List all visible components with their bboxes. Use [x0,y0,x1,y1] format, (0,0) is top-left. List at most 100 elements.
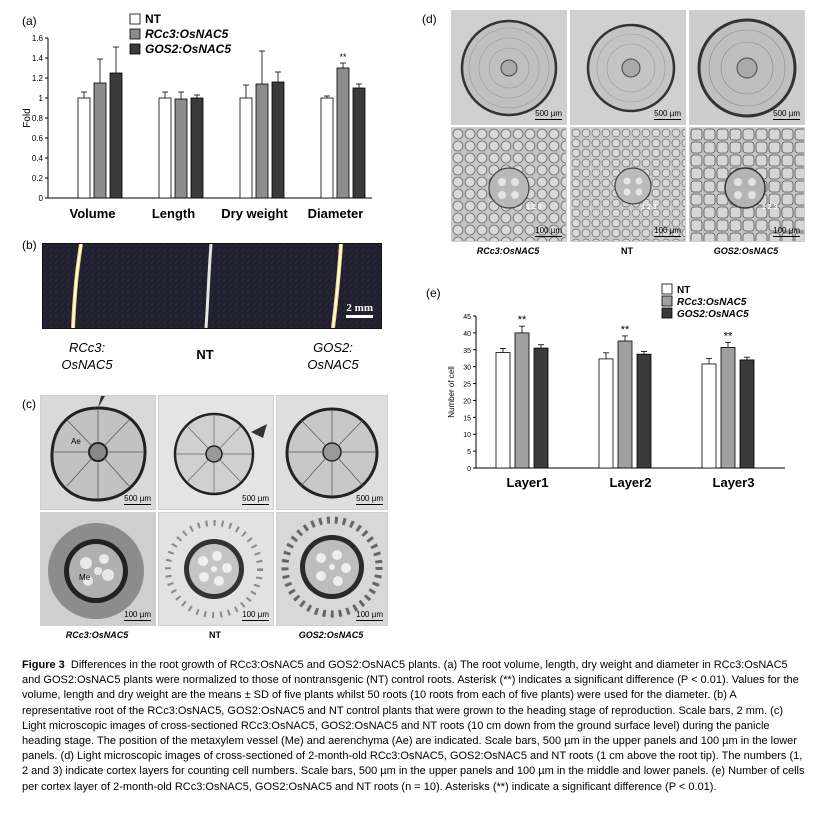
legend-label: GOS2:OsNAC5 [677,309,749,320]
c-upper-rcc3-image: Ae 500 µm [40,395,156,510]
scale-label: 500 µm [654,109,681,118]
scale-bar: 500 µm [535,109,562,120]
c-caption-nt: NT [209,630,221,640]
scale-label: 100 µm [242,610,269,619]
root-photo: 2 mm [42,243,382,329]
scale-bar: 500 µm [124,494,151,505]
c-upper-gos2-image: 500 µm [276,395,388,510]
scale-bar: 500 µm [356,494,383,505]
panel-b-label: (b) [22,238,37,252]
scale-bar: 100 µm [124,610,151,621]
y-tick-label: 0 [467,466,471,473]
category-label: Dry weight [221,206,288,221]
scale-bar: 100 µm [535,226,562,237]
scale-bar: 500 µm [773,109,800,120]
y-tick-label: 1 [39,94,44,103]
caption-text: Differences in the root growth of RCc3:O… [22,659,805,793]
bar [93,82,107,199]
y-tick-label: 0.2 [32,174,44,183]
legend-label: RCc3:OsNAC5 [677,297,747,308]
category-label: Layer3 [713,475,755,490]
bar [636,353,652,469]
stele-illustration [165,520,263,618]
bar [720,347,736,469]
stele-illustration [48,523,144,619]
stele-illustration [281,516,383,618]
d-caption-gos2: GOS2:OsNAC5 [713,246,779,256]
sample-gos2: GOS2: OsNAC5 [307,340,359,372]
y-tick-label: 30 [463,365,471,372]
scale-label: 500 µm [124,494,151,503]
legend-swatch [661,295,673,307]
legend-label: RCc3:OsNAC5 [145,27,229,41]
significance-mark: ** [518,314,527,326]
cross-section-illustration [586,23,676,113]
significance-mark: ** [339,52,347,62]
y-tick-label: 1.4 [32,54,44,63]
scale-label: 500 µm [356,494,383,503]
y-tick-label: 40 [463,331,471,338]
y-axis-label: Number of cell [447,366,456,418]
significance-mark: ** [724,330,733,342]
y-tick-label: 0.4 [32,154,44,163]
bar [255,83,269,199]
category-label: Diameter [308,206,364,221]
y-axis-label: Fold [22,108,33,127]
scale-bar: 500 µm [242,494,269,505]
y-tick-label: 15 [463,415,471,422]
bar [701,363,717,469]
scale-bar: 100 µm [356,610,383,621]
bar [533,347,549,469]
significance-mark: ** [621,324,630,336]
bar [271,81,285,199]
y-tick-label: 35 [463,348,471,355]
legend-label: GOS2:OsNAC5 [145,42,231,56]
d-upper-nt-image: 500 µm [570,10,686,125]
bar [514,332,530,469]
cortex-layer-numbers: 1 2 3 [762,204,778,211]
cross-section-illustration [460,19,558,117]
scale-label: 100 µm [654,226,681,235]
bar [598,358,614,469]
c-upper-nt-image: 500 µm [158,395,274,510]
y-tick-label: 45 [463,314,471,321]
d-caption-rcc3: RCc3:OsNAC5 [476,246,540,256]
bar [174,98,188,199]
cortex-illustration [690,128,804,241]
category-label: Volume [70,206,116,221]
d-upper-rcc3-image: 500 µm [451,10,567,125]
legend-swatch [661,283,673,295]
y-tick-label: 1.2 [32,74,44,83]
scale-bar-label: 2 mm [346,302,373,314]
root-strands-illustration [43,244,381,328]
cross-section-illustration [697,18,797,118]
d-upper-gos2-image: 500 µm [689,10,805,125]
bar [336,67,350,199]
cortex-layer-numbers: 1 2 3 [526,204,542,211]
legend-swatch [129,28,141,40]
y-tick-label: 25 [463,382,471,389]
panel-e-label: (e) [426,286,441,300]
panel-d-label: (d) [422,12,437,26]
bar [495,352,511,469]
panel-e-bar-chart: 0 5 10 15 20 25 30 35 40 45 Number of cell ** Layer1… [447,283,785,490]
cortex-illustration [452,128,566,241]
bar [352,87,366,199]
bar [109,72,123,199]
metaxylem-mark: Me [79,573,91,582]
scale-bar: 100 µm [773,226,800,237]
scale-bar: 100 µm [242,610,269,621]
c-lower-rcc3-image: Me 100 µm [40,512,156,626]
scale-label: 100 µm [535,226,562,235]
scale-label: 500 µm [773,109,800,118]
legend-swatch [129,43,141,55]
y-tick-label: 0 [39,194,44,203]
bar [158,97,172,199]
bar [320,97,334,199]
legend-swatch [661,307,673,319]
cross-section-illustration [173,412,267,496]
y-tick-label: 10 [463,432,471,439]
bar [617,340,633,469]
scale-label: 500 µm [535,109,562,118]
cortex-layer-numbers: 1 2 3 [641,204,657,211]
